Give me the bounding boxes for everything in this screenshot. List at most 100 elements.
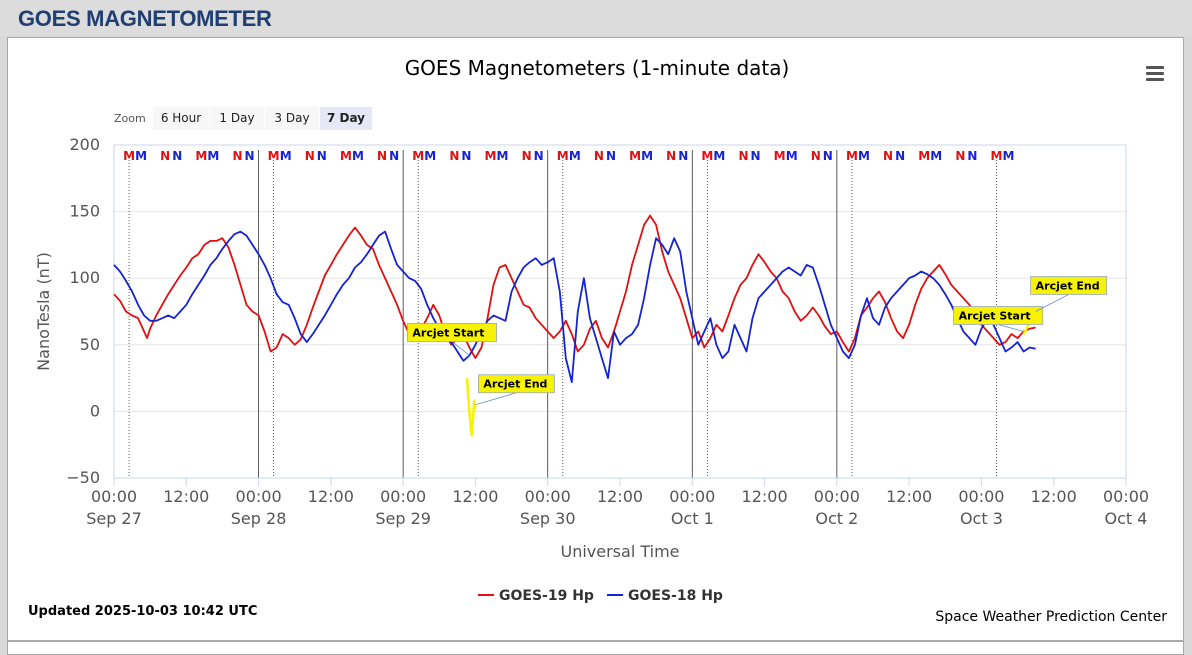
zoom-button-label: 7 Day [327,111,365,125]
zoom-controls: Zoom 6 Hour 1 Day 3 Day 7 Day [114,107,372,130]
zoom-button-1-day[interactable]: 1 Day [210,107,264,130]
annotation-label: Arcjet Start [412,326,484,339]
marker-m: M [918,149,930,163]
marker-n: N [461,149,471,163]
marker-m: M [557,149,569,163]
annotation-leader [475,392,517,406]
x-tick-date-label: Sep 29 [375,509,431,528]
marker-n: N [883,149,893,163]
x-tick-date-label: Oct 3 [960,509,1003,528]
x-tick-label: 00:00 [91,487,137,506]
marker-m: M [701,149,713,163]
series-arcjet-line [465,378,477,437]
chart-menu-button[interactable] [1144,63,1166,83]
annotation-box [407,323,498,342]
arcjet-annotations: Arcjet Start Arcjet End Arcjet Start Arcjet… [407,276,1108,406]
x-tick-label: 12:00 [597,487,643,506]
legend-item-goes-18-hp[interactable]: GOES-18 Hp [607,588,723,604]
marker-m: M [123,149,135,163]
zoom-button-3-day[interactable]: 3 Day [265,107,319,130]
chart-title: GOES Magnetometers (1-minute data) [405,56,790,80]
x-tick-label: 12:00 [452,487,498,506]
x-tick-date-label: Sep 30 [520,509,576,528]
marker-m: M [195,149,207,163]
marker-n: N [738,149,748,163]
annotation-leader [1035,294,1069,312]
marker-m: M [280,149,292,163]
y-tick-label: 150 [69,202,100,221]
y-tick-label: 100 [69,268,100,287]
marker-m: M [713,149,725,163]
marker-m: M [858,149,870,163]
x-tick-label: 00:00 [525,487,571,506]
series-goes-19-hp-line [113,214,1036,359]
marker-n: N [955,149,965,163]
annotation-box [1030,276,1108,295]
x-tick-label: 00:00 [236,487,282,506]
marker-n: N [389,149,399,163]
legend: GOES-19 Hp GOES-18 Hp [478,588,723,604]
marker-n: N [245,149,255,163]
chart-panel: GOES Magnetometers (1-minute data) Zoom … [7,37,1184,641]
marker-n: N [232,149,242,163]
marker-m: M [774,149,786,163]
y-axis-title: NanoTesla (nT) [34,252,53,371]
data-series [113,214,1037,437]
zoom-button-bg [265,107,319,130]
marker-n: N [534,149,544,163]
magnetometer-chart: GOES Magnetometers (1-minute data) Zoom … [34,56,1149,604]
legend-item-goes-19-hp[interactable]: GOES-19 Hp [478,588,594,604]
marker-m: M [930,149,942,163]
marker-n: N [967,149,977,163]
x-tick-label: 00:00 [380,487,426,506]
marker-n: N [522,149,532,163]
marker-m: M [207,149,219,163]
marker-n: N [160,149,170,163]
credit-text: Space Weather Prediction Center [935,609,1167,625]
annotation-box [953,306,1044,325]
marker-m: M [991,149,1003,163]
zoom-button-bg [210,107,264,130]
x-tick-date-label: Sep 27 [86,509,142,528]
zoom-button-label: 3 Day [274,111,309,125]
marker-m: M [135,149,147,163]
y-tick-label: 200 [69,135,100,154]
menu-bar-icon [1146,72,1164,75]
zoom-button-6-hour[interactable]: 6 Hour [153,107,209,130]
x-tick-label: 00:00 [814,487,860,506]
page-header: GOES MAGNETOMETER [0,0,1192,36]
x-tick-label: 00:00 [958,487,1004,506]
marker-n: N [305,149,315,163]
series-goes-18-hp-line [113,230,1036,383]
marker-m: M [629,149,641,163]
annotation-leader [451,341,470,356]
menu-bar-icon [1146,78,1164,81]
updated-timestamp: Updated 2025-10-03 10:42 UTC [28,604,258,619]
marker-n: N [449,149,459,163]
marker-n: N [678,149,688,163]
annotation-label: Arcjet End [1036,280,1100,293]
y-tick-label: 50 [80,335,100,354]
x-tick-date-label: Sep 28 [231,509,287,528]
marker-m: M [268,149,280,163]
bottom-panel-edge [7,641,1184,655]
marker-m: M [569,149,581,163]
marker-n: N [377,149,387,163]
marker-m: M [340,149,352,163]
marker-n: N [317,149,327,163]
marker-n: N [895,149,905,163]
marker-m: M [497,149,509,163]
axes: −50 0 50 100 150 200 NanoTesla (nT) 00:00 Sep 27… [34,135,1149,561]
marker-m: M [352,149,364,163]
y-tick-label: 0 [90,401,100,420]
zoom-button-bg [320,107,372,130]
annotation-leader [998,324,1024,332]
annotation-arcjet: Arcjet End [475,374,555,406]
marker-m: M [1003,149,1015,163]
annotation-label: Arcjet End [483,378,547,391]
marker-n: N [172,149,182,163]
y-tick-label: −50 [66,468,100,487]
marker-m: M [786,149,798,163]
zoom-button-7-day[interactable]: 7 Day [320,107,372,130]
